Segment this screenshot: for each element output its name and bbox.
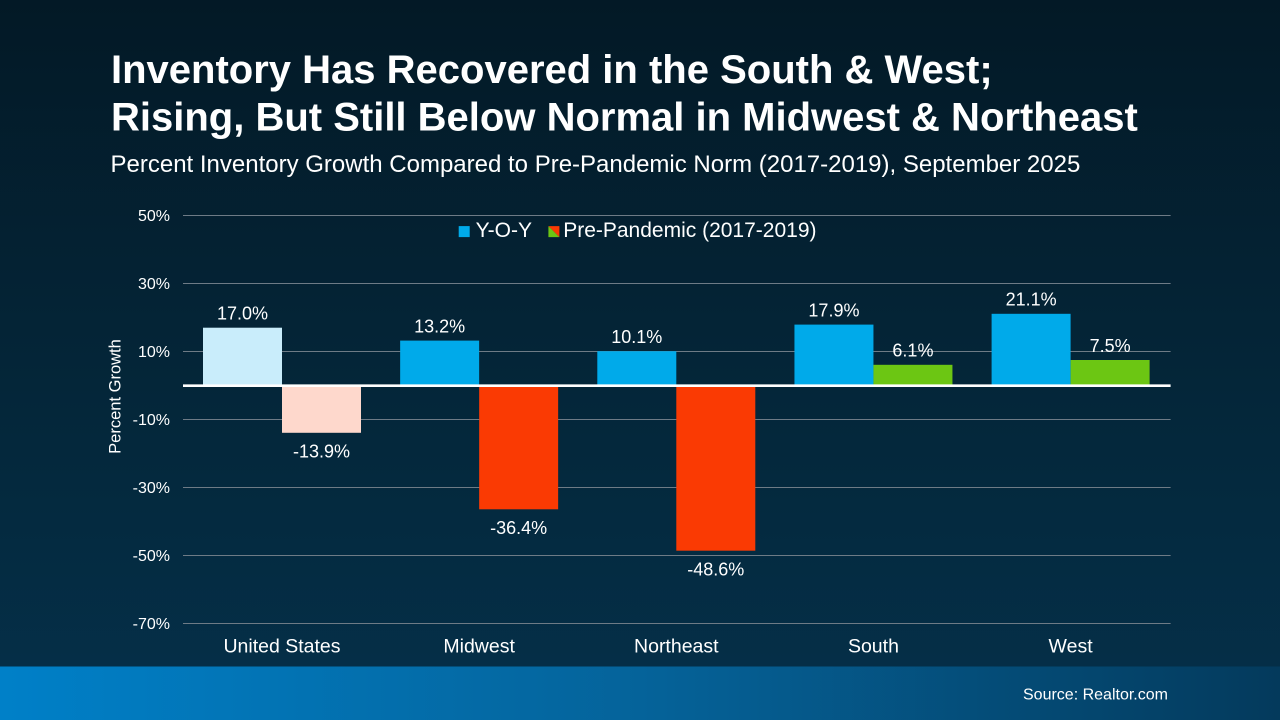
svg-text:13.2%: 13.2% <box>414 316 465 336</box>
svg-text:50%: 50% <box>138 208 170 225</box>
svg-text:South: South <box>848 636 899 658</box>
svg-text:Inventory Has Recovered in the: Inventory Has Recovered in the South & W… <box>111 48 993 92</box>
svg-text:Pre-Pandemic (2017-2019): Pre-Pandemic (2017-2019) <box>563 219 816 242</box>
svg-text:West: West <box>1049 636 1094 658</box>
svg-text:-13.9%: -13.9% <box>293 441 350 461</box>
svg-text:10.1%: 10.1% <box>611 327 662 347</box>
svg-text:17.9%: 17.9% <box>808 300 859 320</box>
svg-text:30%: 30% <box>138 276 170 293</box>
svg-text:Percent Growth: Percent Growth <box>107 339 125 454</box>
svg-text:United States: United States <box>223 636 340 658</box>
svg-text:10%: 10% <box>138 344 170 361</box>
svg-text:-10%: -10% <box>133 412 170 429</box>
svg-text:Rising, But Still Below Normal: Rising, But Still Below Normal in Midwes… <box>111 95 1138 139</box>
svg-text:6.1%: 6.1% <box>892 341 933 361</box>
svg-text:-70%: -70% <box>133 616 170 633</box>
svg-text:Midwest: Midwest <box>443 636 515 658</box>
svg-text:-36.4%: -36.4% <box>490 518 547 538</box>
svg-text:17.0%: 17.0% <box>217 304 268 324</box>
svg-text:-48.6%: -48.6% <box>687 559 744 579</box>
svg-text:21.1%: 21.1% <box>1006 290 1057 310</box>
svg-text:-30%: -30% <box>133 480 170 497</box>
svg-text:-50%: -50% <box>133 548 170 565</box>
svg-text:Y-O-Y: Y-O-Y <box>476 219 532 242</box>
svg-text:7.5%: 7.5% <box>1090 336 1131 356</box>
svg-text:Percent Inventory Growth Compa: Percent Inventory Growth Compared to Pre… <box>111 151 1081 178</box>
svg-text:Northeast: Northeast <box>634 636 719 658</box>
svg-text:Source: Realtor.com: Source: Realtor.com <box>1023 687 1168 704</box>
